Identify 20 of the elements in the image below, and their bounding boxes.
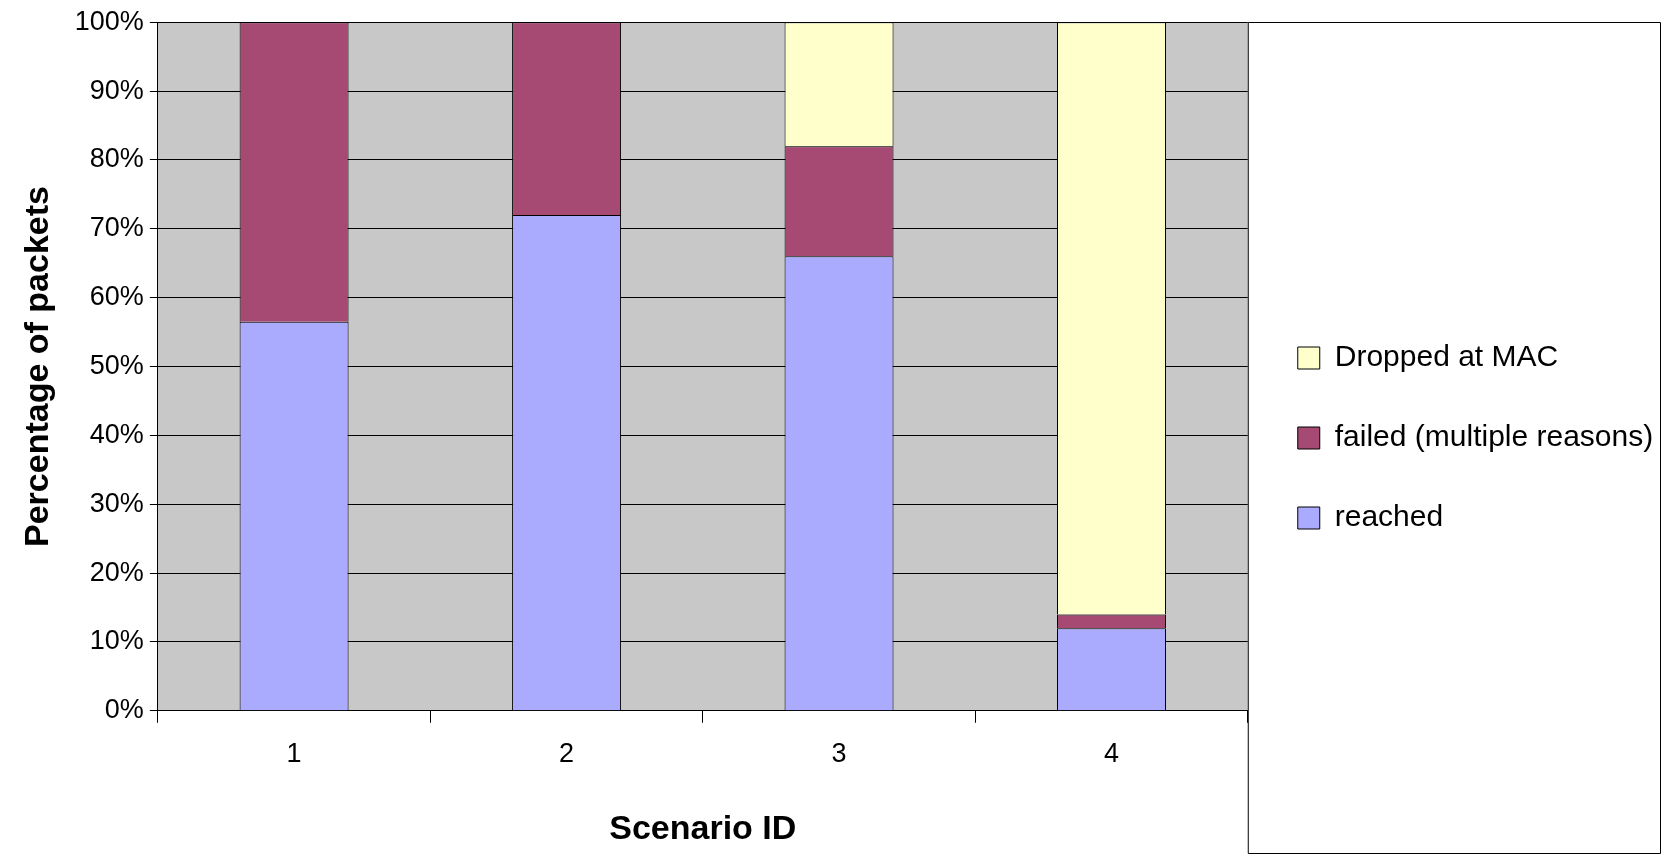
y-tick-label: 70% (89, 212, 144, 243)
x-tick-label: 3 (831, 738, 847, 769)
y-tick-label: 30% (89, 487, 144, 518)
x-tick-label: 1 (286, 738, 302, 769)
y-axis-title: Percentage of packets (16, 186, 55, 547)
legend-label: Dropped at MAC (1334, 339, 1559, 373)
x-tick-label: 4 (1104, 738, 1120, 769)
y-tick-label: 60% (89, 281, 144, 312)
y-tick-label: 20% (89, 556, 144, 587)
y-tick-label: 40% (89, 418, 144, 449)
y-tick-label: 50% (89, 349, 144, 380)
y-tick-label: 90% (89, 74, 144, 105)
legend-label: failed (multiple reasons) (1334, 419, 1654, 453)
y-tick-label: 100% (74, 5, 144, 36)
legend-label: reached (1334, 499, 1444, 533)
y-tick-label: 10% (89, 625, 144, 656)
y-tick-label: 80% (89, 143, 144, 174)
x-axis-title: Scenario ID (609, 807, 797, 846)
y-tick-label: 0% (104, 694, 144, 725)
x-tick-label: 2 (559, 738, 575, 769)
